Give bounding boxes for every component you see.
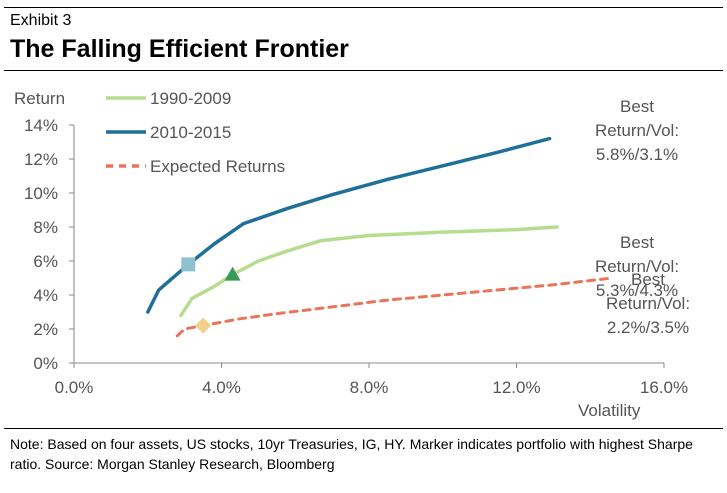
efficient-frontier-chart: 0% 2% 4% 6% 8% 10% 12% 14% 0.0% 4.0% 8.0% 12.0% 16.0… (14, 89, 690, 420)
axes: 0% 2% 4% 6% 8% 10% 12% 14% 0.0% 4.0% 8.0% 12.0% 16.0… (14, 89, 688, 420)
x-axis-label: Volatility (578, 401, 641, 420)
best-label-line: Return/Vol: (595, 257, 679, 276)
top-rule (4, 7, 723, 8)
y-tick-label: 14% (24, 116, 58, 135)
x-tick-label: 8.0% (350, 378, 389, 397)
best-return-vol-labels: BestReturn/Vol:5.3%/4.3%BestReturn/Vol:5… (595, 97, 690, 337)
sharpe-markers (181, 257, 241, 334)
chart-title: The Falling Efficient Frontier (10, 35, 349, 63)
legend: 1990-2009 2010-2015 Expected Returns (106, 89, 285, 176)
y-tick-label: 12% (24, 150, 58, 169)
y-tick-label: 10% (24, 184, 58, 203)
square-marker (181, 257, 196, 272)
y-tick-label: 4% (33, 286, 58, 305)
diamond-marker (195, 317, 212, 334)
best-label-line: Return/Vol: (595, 121, 679, 140)
series-line-2 (175, 276, 614, 338)
x-tick-label: 4.0% (202, 378, 241, 397)
best-label-line: Best (620, 233, 654, 252)
legend-label-2: Expected Returns (150, 157, 285, 176)
note-rule (4, 428, 723, 429)
y-tick-label: 2% (33, 320, 58, 339)
legend-label-1: 2010-2015 (150, 123, 231, 142)
title-rule (4, 70, 723, 71)
best-label-line: Best (631, 270, 665, 289)
legend-label-0: 1990-2009 (150, 89, 231, 108)
series-line-1 (146, 136, 552, 314)
triangle-marker (224, 266, 241, 281)
y-axis-label: Return (14, 89, 65, 108)
y-tick-label: 8% (33, 218, 58, 237)
series-line-0 (179, 225, 559, 318)
best-label-line: 2.2%/3.5% (607, 318, 689, 337)
series-lines (146, 136, 614, 338)
best-label-line: 5.8%/3.1% (596, 145, 678, 164)
exhibit-label: Exhibit 3 (10, 12, 72, 29)
x-tick-label: 16.0% (640, 378, 688, 397)
best-label-line: Return/Vol: (606, 294, 690, 313)
best-label-line: 5.3%/4.3% (596, 281, 678, 300)
x-tick-label: 0.0% (55, 378, 94, 397)
best-label-line: Best (620, 97, 654, 116)
x-tick-label: 12.0% (492, 378, 540, 397)
source-note: Note: Based on four assets, US stocks, 1… (10, 436, 693, 472)
y-tick-label: 6% (33, 252, 58, 271)
y-tick-label: 0% (33, 354, 58, 373)
